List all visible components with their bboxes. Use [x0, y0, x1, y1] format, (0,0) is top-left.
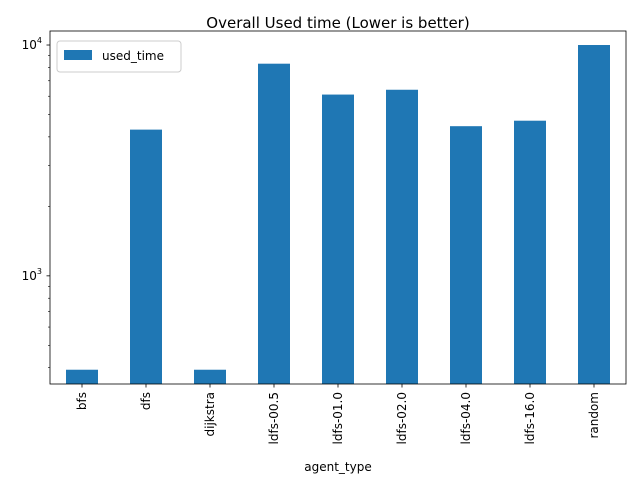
x-axis-label: agent_type: [304, 460, 371, 474]
bar-dfs: [130, 129, 162, 384]
x-tick-label: dfs: [139, 392, 153, 410]
bar-ldfs-00.5: [258, 63, 290, 385]
x-tick-label: ldfs-00.5: [267, 392, 281, 444]
legend: used_time: [56, 40, 182, 73]
x-tick-label: ldfs-02.0: [395, 392, 409, 444]
chart-title: Overall Used time (Lower is better): [206, 14, 469, 32]
x-tick-label: ldfs-16.0: [523, 392, 537, 444]
legend-label: used_time: [102, 49, 164, 63]
x-axis: bfs dfs dijkstra ldfs-00.5 ldfs-01.0 ldfs-02.…: [75, 384, 601, 444]
bar-bfs: [66, 369, 98, 384]
x-tick-label: random: [587, 392, 601, 439]
bar-dijkstra: [194, 369, 226, 384]
bar-ldfs-04.0: [450, 126, 482, 385]
legend-swatch: [64, 50, 92, 60]
x-tick-label: ldfs-01.0: [331, 392, 345, 444]
legend-frame: [56, 40, 182, 73]
bars-group: [66, 45, 610, 385]
x-tick-label: ldfs-04.0: [459, 392, 473, 444]
bar-random: [578, 45, 610, 385]
y-tick-label: 103: [22, 267, 42, 283]
bar-ldfs-02.0: [386, 89, 418, 385]
x-tick-label: dijkstra: [203, 392, 217, 436]
y-tick-label: 104: [22, 36, 42, 52]
bar-ldfs-01.0: [322, 94, 354, 385]
bar-ldfs-16.0: [514, 120, 546, 384]
x-tick-label: bfs: [75, 392, 89, 410]
y-axis: 103 104: [22, 36, 50, 369]
